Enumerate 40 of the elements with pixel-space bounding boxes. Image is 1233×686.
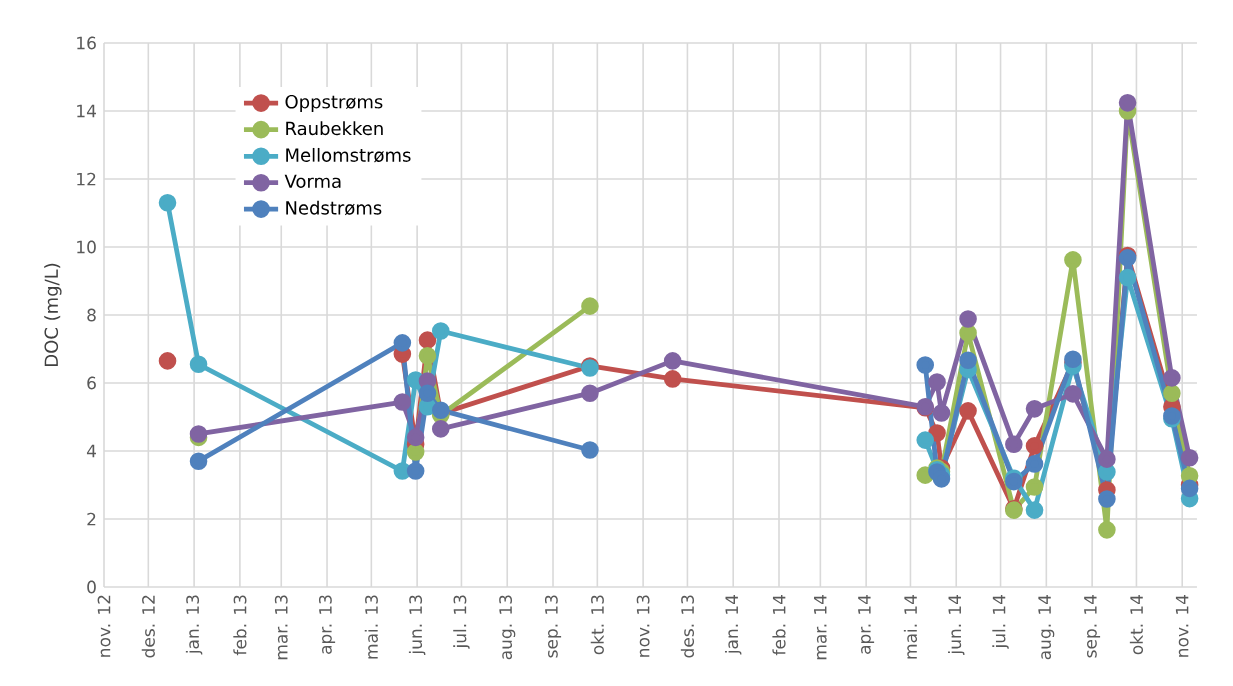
x-tick-label: jul. 14 — [992, 595, 1009, 649]
x-tick-label: mai. 14 — [903, 595, 918, 659]
x-tick-label: des. 13 — [680, 595, 695, 658]
x-tick-label: jan. 14 — [724, 595, 742, 655]
x-tick-label: jun. 13 — [408, 595, 426, 655]
x-tick-label: nov. 13 — [636, 595, 650, 657]
y-tick-label: 0 — [87, 580, 96, 594]
legend-label: Mellomstrøms — [286, 147, 411, 163]
x-tick-label: sep. 13 — [544, 595, 562, 658]
x-tick-label: feb. 13 — [233, 595, 247, 656]
x-tick-label: apr. 13 — [318, 595, 336, 654]
x-tick-label: sep. 14 — [1084, 595, 1101, 658]
y-tick-label: 4 — [86, 444, 96, 458]
legend-label: Vorma — [284, 174, 341, 188]
y-tick-label: 2 — [87, 512, 96, 526]
x-tick-label: feb. 14 — [772, 595, 786, 656]
x-tick-label: jul. 13 — [453, 595, 470, 649]
legend-label: Oppstrøms — [285, 94, 383, 113]
x-tick-label: jan. 13 — [185, 595, 203, 655]
x-tick-label: des. 12 — [141, 595, 155, 658]
y-tick-label: 16 — [77, 36, 96, 50]
x-tick-label: aug. 13 — [499, 595, 516, 660]
y-axis-title: DOC (mg/L) — [44, 263, 62, 366]
legend-label: Raubekken — [286, 121, 383, 136]
x-tick-label: nov. 14 — [1175, 595, 1189, 657]
x-tick-label: aug. 14 — [1038, 595, 1055, 660]
y-tick-label: 10 — [77, 240, 96, 254]
y-tick-label: 6 — [87, 376, 96, 390]
y-tick-label: 8 — [87, 308, 96, 322]
y-tick-label: 14 — [77, 104, 96, 118]
x-tick-label: mar. 13 — [274, 595, 288, 660]
x-tick-label: mai. 13 — [364, 595, 378, 659]
x-tick-label: apr. 14 — [858, 595, 875, 654]
x-tick-label: okt. 13 — [590, 595, 604, 655]
y-tick-label: 12 — [77, 172, 96, 186]
x-tick-label: okt. 14 — [1129, 595, 1144, 655]
x-tick-label: jun. 14 — [948, 595, 965, 655]
x-tick-label: nov. 12 — [97, 595, 111, 657]
legend-label: Nedstrøms — [286, 200, 382, 216]
x-tick-label: mar. 14 — [814, 595, 827, 660]
